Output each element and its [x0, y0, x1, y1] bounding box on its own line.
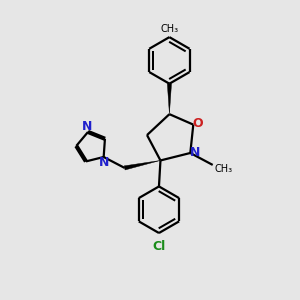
Text: Cl: Cl	[152, 240, 166, 253]
Text: N: N	[190, 146, 201, 160]
Polygon shape	[167, 84, 172, 114]
Text: N: N	[98, 156, 109, 169]
Polygon shape	[124, 160, 160, 170]
Text: O: O	[193, 117, 203, 130]
Text: CH₃: CH₃	[215, 164, 233, 174]
Text: N: N	[82, 120, 92, 133]
Text: CH₃: CH₃	[160, 23, 178, 34]
